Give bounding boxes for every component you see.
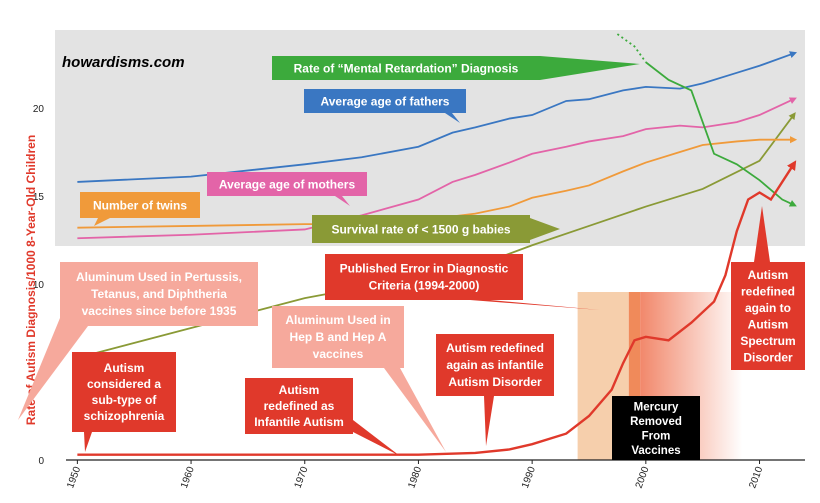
- series-label-mr-text: Rate of “Mental Retardation” Diagnosis: [294, 62, 519, 76]
- annotation-error-line: Criteria (1994-2000): [369, 279, 480, 293]
- annotation-hepab: Aluminum Used in Hep B and Hep A vaccines: [272, 306, 446, 452]
- x-tick-label: 1980: [406, 465, 424, 490]
- annotation-mercury-line: Mercury: [634, 401, 679, 413]
- annotation-hepab-line: Hep B and Hep A: [290, 330, 387, 344]
- y-tick-label: 20: [33, 104, 45, 115]
- annotation-aluminum1935: Aluminum Used in Pertussis, Tetanus, and …: [18, 262, 258, 420]
- annotation-spectrum-line: again to: [745, 301, 791, 315]
- series-mr-dotted: [616, 33, 647, 63]
- series-autism-line: [77, 160, 797, 456]
- annotation-spectrum-line: Disorder: [743, 350, 793, 364]
- series-label-fathers-text: Average age of fathers: [321, 95, 450, 109]
- annotation-spectrum-line: Spectrum: [740, 334, 795, 348]
- annotation-schizophrenia: Autism considered a sub-type of schizophren…: [72, 352, 176, 452]
- annotation-aluminum1935-line: vaccines since before 1935: [82, 304, 237, 318]
- annotation-mercury-line: From: [642, 430, 671, 442]
- annotation-infantile-line: Infantile Autism: [254, 415, 344, 429]
- annotation-infantile-line: redefined as: [264, 399, 335, 413]
- x-tick-label: 1960: [179, 465, 197, 490]
- annotation-infantile-line: Autism: [279, 383, 320, 397]
- y-tick-label: 10: [33, 280, 45, 291]
- watermark: howardisms.com: [62, 54, 185, 71]
- annotation-spectrum-line: Autism: [748, 317, 789, 331]
- series-label-survival-text: Survival rate of < 1500 g babies: [331, 223, 510, 237]
- series-label-twins: Number of twins: [80, 192, 200, 226]
- annotation-infantiledisorder-line: Autism redefined: [446, 341, 544, 355]
- x-tick-label: 2010: [747, 465, 765, 490]
- x-tick-label: 1990: [520, 465, 538, 490]
- series-fathers-line: [77, 51, 798, 183]
- y-tick-label: 0: [38, 456, 44, 467]
- x-tick-label: 2000: [634, 465, 652, 490]
- annotation-mercury-line: Removed: [630, 416, 682, 428]
- series-label-survival: Survival rate of < 1500 g babies: [312, 215, 560, 243]
- annotation-mercury: Mercury Removed From Vaccines: [612, 396, 700, 460]
- y-tick-label: 15: [33, 192, 45, 203]
- annotation-spectrum-line: Autism: [748, 268, 789, 282]
- x-tick-label: 1970: [293, 465, 311, 490]
- annotation-schizophrenia-line: Autism: [104, 361, 145, 375]
- series-label-twins-text: Number of twins: [93, 199, 187, 213]
- annotation-aluminum1935-line: Aluminum Used in Pertussis,: [76, 270, 242, 284]
- annotation-hepab-line: Aluminum Used in: [285, 313, 390, 327]
- annotation-mercury-line: Vaccines: [631, 445, 680, 457]
- series-survival-line: [77, 112, 796, 359]
- annotation-infantiledisorder: Autism redefined again as infantile Autism…: [436, 334, 554, 446]
- annotation-error-line: Published Error in Diagnostic: [340, 262, 509, 276]
- y-axis-label: Rate of Autism Diagnosis/1000 8-Year-Old…: [24, 135, 38, 425]
- annotation-schizophrenia-line: considered a: [87, 377, 161, 391]
- annotation-error: Published Error in Diagnostic Criteria (1…: [325, 254, 600, 310]
- annotation-spectrum-line: redefined: [741, 284, 795, 298]
- x-tick-label: 1950: [65, 465, 83, 490]
- series-mr-line: [645, 61, 797, 207]
- series-label-mothers: Average age of mothers: [207, 172, 367, 206]
- annotation-hepab-line: vaccines: [313, 347, 364, 361]
- series-label-mr: Rate of “Mental Retardation” Diagnosis: [272, 56, 640, 80]
- series-label-fathers: Average age of fathers: [304, 89, 466, 123]
- annotation-schizophrenia-line: schizophrenia: [84, 409, 165, 423]
- series-label-mothers-text: Average age of mothers: [219, 178, 356, 192]
- annotation-aluminum1935-line: Tetanus, and Diphtheria: [91, 287, 227, 301]
- shaded-period-1: [628, 292, 641, 460]
- annotation-spectrum: Autism redefined again to Autism Spectrum Dis…: [731, 206, 805, 370]
- annotation-infantiledisorder-line: again as infantile: [446, 358, 544, 372]
- annotation-schizophrenia-line: sub-type of: [92, 393, 158, 407]
- annotation-infantiledisorder-line: Autism Disorder: [448, 375, 542, 389]
- annotation-infantile: Autism redefined as Infantile Autism: [245, 378, 400, 456]
